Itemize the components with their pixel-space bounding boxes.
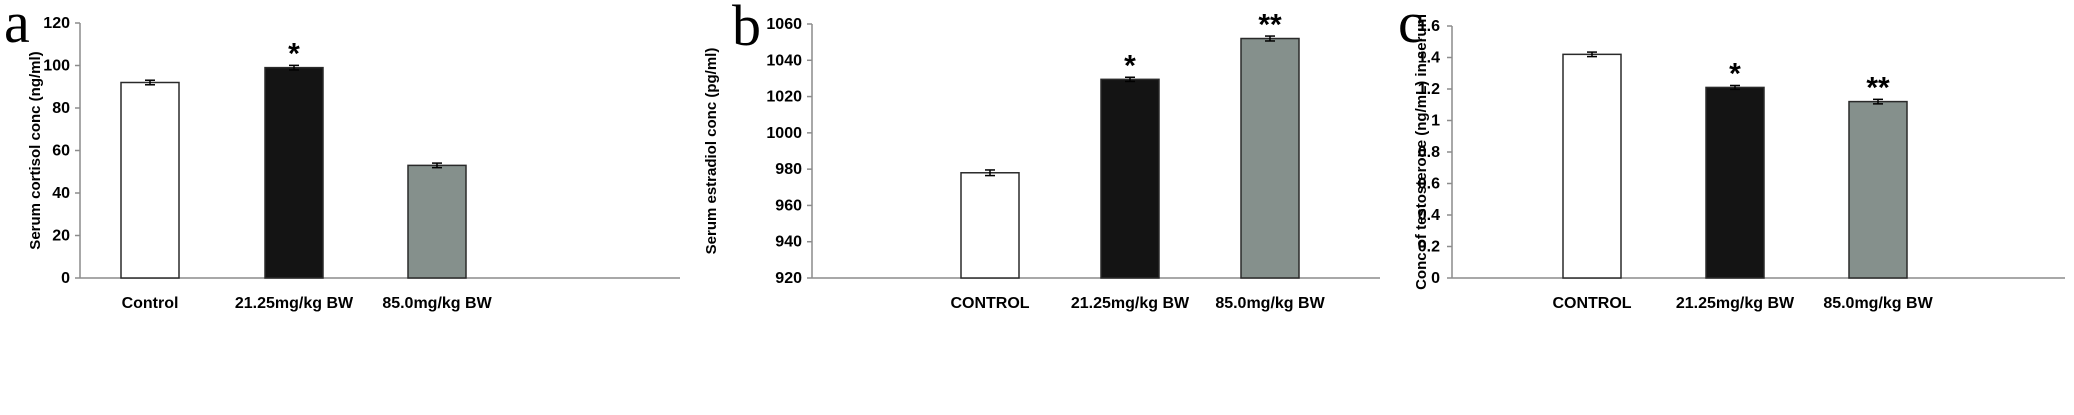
- bar-2: [1705, 86, 1765, 279]
- x-category-label: 21.25mg/kg BW: [1676, 295, 1795, 312]
- bar-2: [1100, 78, 1160, 279]
- y-tick-label: 1.6: [1418, 18, 1440, 35]
- bar-3: [1848, 100, 1908, 279]
- y-tick-label: 80: [52, 100, 70, 117]
- panel-letter: a: [4, 0, 30, 55]
- y-tick-label: 20: [52, 228, 70, 245]
- chart-panel-a: a Serum cortisol conc (ng/ml) 0 20 40 60 80 100…: [0, 0, 700, 415]
- panel-letter: b: [732, 0, 761, 58]
- chart-panel-c: c Conc of testosterone (ng/mL) in serum 0 0…: [1390, 0, 2074, 415]
- x-category-label: 85.0mg/kg BW: [382, 295, 492, 312]
- y-tick-label: 920: [775, 270, 802, 287]
- y-axis-label: Serum estradiol conc (pg/ml): [703, 48, 720, 255]
- y-tick-label: 60: [52, 143, 70, 160]
- y-tick-label: 940: [775, 234, 802, 251]
- bar-1: [1562, 53, 1622, 279]
- y-tick-label: 100: [43, 58, 70, 75]
- y-tick-label: 0: [1431, 270, 1440, 287]
- x-category-label: CONTROL: [1552, 295, 1631, 312]
- x-category-label: 85.0mg/kg BW: [1823, 295, 1933, 312]
- y-tick-label: 1020: [766, 89, 802, 106]
- y-tick-label: 960: [775, 197, 802, 214]
- significance-marker: *: [1729, 57, 1741, 90]
- y-tick-label: 0.6: [1418, 176, 1440, 193]
- y-tick-label: 0: [61, 270, 70, 287]
- y-tick-label: 1040: [766, 52, 802, 69]
- bar-3: [407, 164, 467, 279]
- y-tick-label: 1: [1431, 113, 1440, 130]
- bar-2: [264, 66, 324, 279]
- bar-1: [120, 81, 180, 279]
- significance-marker: *: [1124, 49, 1136, 82]
- significance-marker: *: [288, 38, 300, 71]
- bar-3: [1240, 37, 1300, 279]
- significance-marker: **: [1258, 9, 1282, 42]
- y-tick-label: 0.8: [1418, 144, 1440, 161]
- chart-panel-b: b Serum estradiol conc (pg/ml) 920 940 960 98…: [700, 0, 1390, 415]
- x-category-label: 85.0mg/kg BW: [1215, 295, 1325, 312]
- y-axis-label: Serum cortisol conc (ng/ml): [27, 51, 44, 249]
- y-tick-label: 1060: [766, 16, 802, 33]
- x-category-label: CONTROL: [950, 295, 1029, 312]
- y-tick-label: 1.4: [1418, 50, 1440, 67]
- panel-letter: c: [1398, 0, 1424, 55]
- chart-b-svg: b Serum estradiol conc (pg/ml) 920 940 960 98…: [703, 0, 1380, 312]
- significance-marker: **: [1866, 72, 1890, 105]
- y-axis-label: Conc of testosterone (ng/mL) in serum: [1413, 14, 1430, 290]
- x-category-label: 21.25mg/kg BW: [235, 295, 354, 312]
- y-tick-label: 120: [43, 15, 70, 32]
- y-tick-label: 980: [775, 161, 802, 178]
- y-tick-label: 0.4: [1418, 207, 1440, 224]
- y-tick-label: 40: [52, 185, 70, 202]
- x-category-label: 21.25mg/kg BW: [1071, 295, 1190, 312]
- bar-1: [960, 172, 1020, 279]
- y-tick-label: 1.2: [1418, 81, 1440, 98]
- y-tick-label: 1000: [766, 125, 802, 142]
- x-category-label: Control: [122, 295, 179, 312]
- y-tick-label: 0.2: [1418, 239, 1440, 256]
